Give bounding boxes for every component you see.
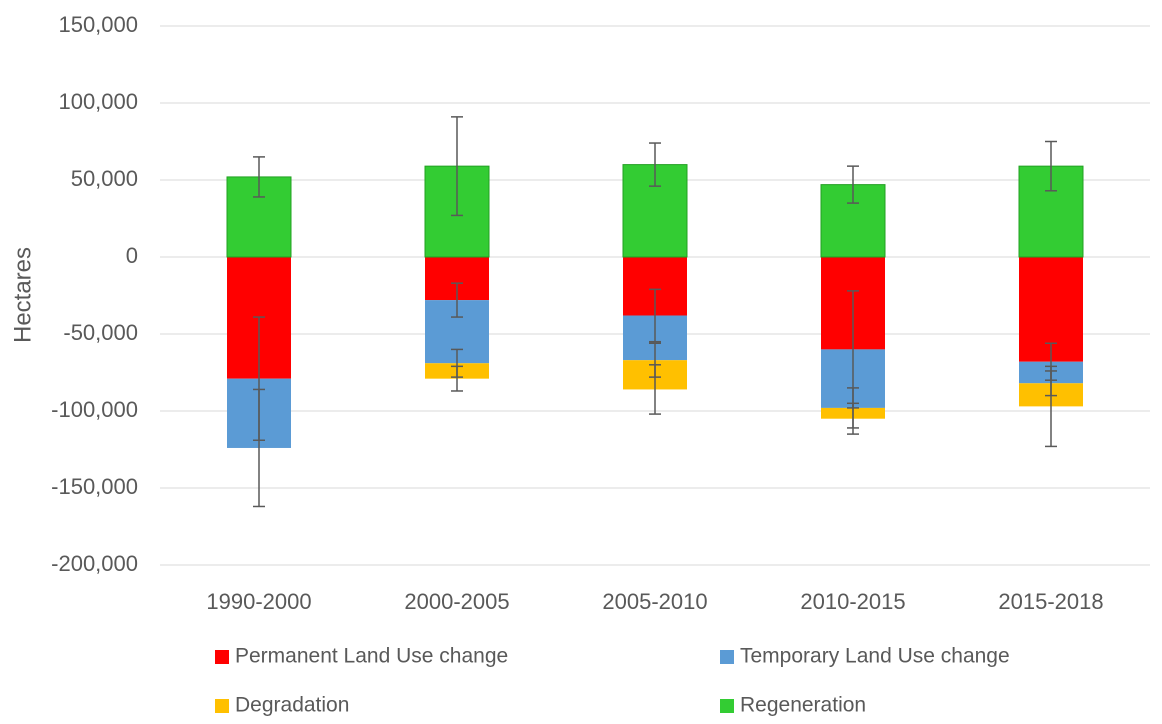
y-tick-label: -150,000 [51,474,138,499]
legend-swatch [215,699,229,713]
legend-label: Degradation [235,694,349,717]
legend-label: Permanent Land Use change [235,645,508,668]
legend: Permanent Land Use change Temporary Land … [215,645,1010,717]
y-tick-label: 50,000 [71,166,138,191]
legend-label: Regeneration [740,694,866,717]
legend-swatch [215,650,229,664]
x-tick-label: 2010-2015 [800,589,905,614]
x-tick-label: 2005-2010 [602,589,707,614]
y-tick-label: -100,000 [51,397,138,422]
y-tick-label: 150,000 [58,12,138,37]
legend-swatch [720,699,734,713]
legend-label: Temporary Land Use change [740,645,1010,668]
x-tick-label: 2015-2018 [998,589,1103,614]
x-tick-label: 1990-2000 [206,589,311,614]
y-tick-label: -200,000 [51,551,138,576]
y-tick-label: -50,000 [63,320,138,345]
legend-swatch [720,650,734,664]
x-tick-label: 2000-2005 [404,589,509,614]
y-tick-label: 0 [126,243,138,268]
y-tick-label: 100,000 [58,89,138,114]
y-axis-label: Hectares [9,247,36,343]
